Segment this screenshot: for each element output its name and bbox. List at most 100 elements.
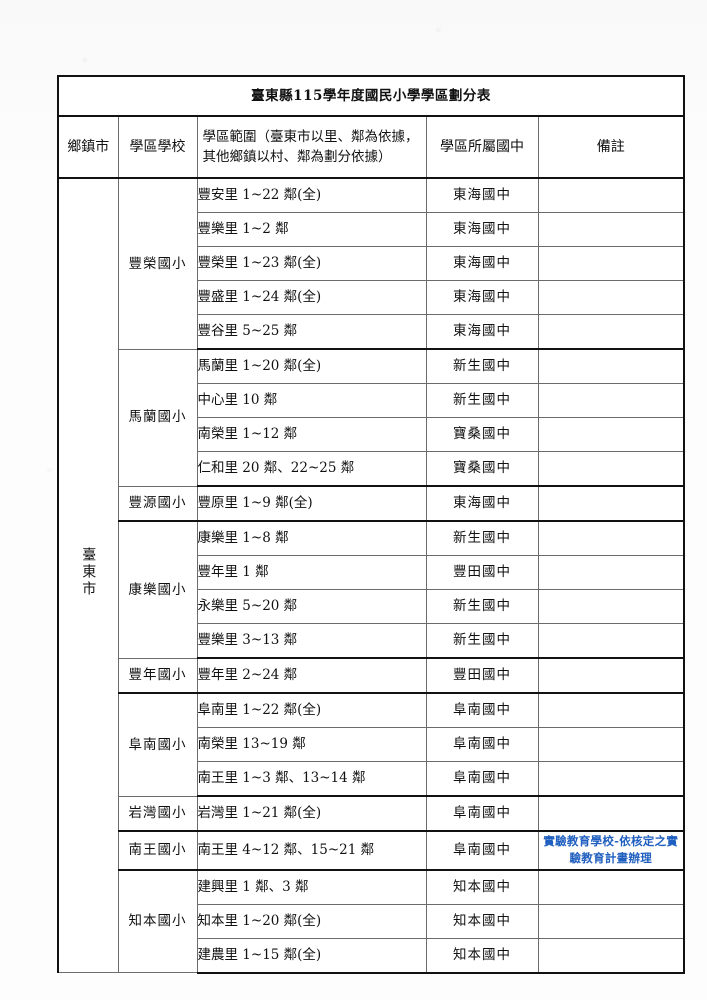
cell-scope: 阜南里 1~22 鄰(全) (196, 692, 427, 728)
cell-remark (537, 869, 686, 905)
cell-school: 豐榮國小 (117, 177, 198, 350)
cell-remark (537, 520, 686, 556)
school-district-table: 臺東縣115學年度國民小學學區劃分表 鄉鎮市 學區學校 學區範圍（臺東市以里、鄰為依據… (56, 75, 686, 974)
table-header-row: 鄉鎮市 學區學校 學區範圍（臺東市以里、鄰為依據， 其他鄉鎮以村、鄰為劃分依據） 學區所… (57, 115, 686, 179)
cell-scope: 豐盛里 1~24 鄰(全) (196, 280, 427, 315)
cell-junior-high: 知本國中 (425, 937, 539, 974)
cell-remark (537, 177, 686, 213)
table-row: 仁和里 20 鄰、22~25 鄰寶桑國中 (58, 451, 686, 487)
cell-scope: 豐年里 1 鄰 (196, 555, 427, 590)
table-row: 建農里 1~15 鄰(全) 知本國中 (58, 937, 686, 974)
cell-scope: 豐谷里 5~25 鄰 (196, 314, 427, 350)
table-row: 南榮里 1~12 鄰寶桑國中 (58, 417, 686, 452)
table-row: 豐年里 1 鄰豐田國中 (58, 555, 686, 590)
cell-junior-high: 東海國中 (425, 314, 539, 350)
cell-remark (537, 383, 686, 418)
cell-junior-high: 東海國中 (425, 246, 539, 281)
cell-town: 臺東市 (57, 177, 119, 973)
table-row: 阜南國小 阜南里 1~22 鄰(全) 阜南國中 (58, 692, 686, 797)
column-header-scope: 學區範圍（臺東市以里、鄰為依據， 其他鄉鎮以村、鄰為劃分依據） (196, 115, 427, 179)
cell-junior-high: 豐田國中 (425, 657, 539, 694)
table-row: 康樂國小 康樂里 1~8 鄰新生國中 (58, 520, 686, 659)
table-row: 豐樂里 1~2 鄰東海國中 (58, 212, 686, 247)
cell-junior-high: 東海國中 (425, 485, 539, 522)
column-header-scope-line2: 其他鄉鎮以村、鄰為劃分依據） (202, 149, 392, 165)
cell-junior-high: 寶桑國中 (425, 417, 539, 452)
table-row: 馬蘭國小 馬蘭里 1~20 鄰(全) 新生國中 (58, 348, 686, 487)
cell-remark (537, 485, 686, 522)
cell-scope: 康樂里 1~8 鄰 (196, 520, 427, 556)
cell-scope: 豐樂里 1~2 鄰 (196, 212, 427, 247)
cell-scope: 南榮里 13~19 鄰 (196, 727, 427, 762)
cell-remark (537, 795, 686, 832)
cell-scope: 仁和里 20 鄰、22~25 鄰 (196, 451, 427, 487)
cell-scope: 中心里 10 鄰 (196, 383, 427, 418)
cell-junior-high: 知本國中 (425, 903, 539, 939)
cell-scope: 豐榮里 1~23 鄰(全) (196, 246, 427, 281)
cell-remark (537, 692, 686, 728)
cell-school: 岩灣國小 (117, 795, 198, 832)
cell-scope: 豐原里 1~9 鄰(全) (196, 485, 427, 522)
cell-school: 康樂國小 (117, 520, 198, 659)
column-header-town: 鄉鎮市 (57, 115, 119, 179)
cell-remark (537, 212, 686, 247)
document-title: 臺東縣115學年度國民小學學區劃分表 (56, 75, 686, 117)
column-header-scope-line1: 學區範圍（臺東市以里、鄰為依據， (202, 128, 419, 145)
cell-remark (537, 727, 686, 762)
cell-junior-high: 新生國中 (425, 520, 539, 556)
cell-remark: 實驗教育學校-依核定之實驗教育計畫辦理 (537, 830, 686, 871)
cell-junior-high: 新生國中 (425, 383, 539, 418)
cell-junior-high: 知本國中 (425, 869, 539, 905)
cell-junior-high: 寶桑國中 (425, 451, 539, 487)
cell-scope: 豐安里 1~22 鄰(全) (196, 177, 427, 213)
cell-junior-high: 新生國中 (425, 623, 539, 659)
cell-junior-high: 阜南國中 (425, 692, 539, 728)
cell-remark (537, 451, 686, 487)
cell-remark (537, 589, 686, 624)
table-row: 岩灣國小 岩灣里 1~21 鄰(全) 阜南國中 (58, 795, 686, 832)
cell-scope: 建興里 1 鄰、3 鄰 (196, 869, 427, 905)
cell-remark (537, 555, 686, 590)
cell-remark (537, 314, 686, 350)
cell-scope: 岩灣里 1~21 鄰(全) (196, 795, 427, 832)
table-row: 中心里 10 鄰新生國中 (58, 383, 686, 418)
column-header-remark: 備註 (537, 115, 686, 179)
table-row: 豐樂里 3~13 鄰新生國中 (58, 623, 686, 659)
cell-remark (537, 246, 686, 281)
cell-junior-high: 新生國中 (425, 589, 539, 624)
cell-scope: 豐樂里 3~13 鄰 (196, 623, 427, 659)
table-title-row: 臺東縣115學年度國民小學學區劃分表 (56, 75, 686, 117)
cell-remark (537, 937, 686, 974)
cell-remark (537, 280, 686, 315)
cell-school: 豐源國小 (117, 485, 198, 522)
cell-junior-high: 新生國中 (425, 348, 539, 384)
table-row: 臺東市 豐榮國小 豐安里 1~22 鄰(全) 東海國中 (57, 177, 686, 973)
cell-school: 知本國小 (117, 869, 198, 973)
town-label-vertical: 臺東市 (80, 547, 97, 599)
cell-school: 豐年國小 (117, 657, 198, 694)
cell-scope: 南榮里 1~12 鄰 (196, 417, 427, 452)
table-row: 永樂里 5~20 鄰新生國中 (58, 589, 686, 624)
cell-school: 南王國小 (117, 830, 198, 871)
cell-remark (537, 903, 686, 939)
cell-scope: 南王里 1~3 鄰、13~14 鄰 (196, 761, 427, 797)
cell-scope: 知本里 1~20 鄰(全) (196, 903, 427, 939)
cell-scope: 南王里 4~12 鄰、15~21 鄰 (196, 830, 427, 871)
table-row: 南王國小 南王里 4~12 鄰、15~21 鄰阜南國中 實驗教育學校-依核定之實驗教… (58, 830, 686, 871)
column-header-school: 學區學校 (117, 115, 198, 179)
cell-junior-high: 東海國中 (425, 212, 539, 247)
cell-junior-high: 阜南國中 (425, 727, 539, 762)
cell-scope: 馬蘭里 1~20 鄰(全) (196, 348, 427, 384)
table-row: 南榮里 13~19 鄰阜南國中 (58, 727, 686, 762)
remark-note-experimental-education: 實驗教育學校-依核定之實驗教育計畫辦理 (543, 834, 679, 866)
table-row: 豐年國小 豐年里 2~24 鄰豐田國中 (58, 657, 686, 694)
table-row: 知本里 1~20 鄰(全) 知本國中 (58, 903, 686, 939)
cell-junior-high: 阜南國中 (425, 761, 539, 797)
cell-junior-high: 阜南國中 (425, 830, 539, 871)
cell-scope: 建農里 1~15 鄰(全) (196, 937, 427, 974)
cell-junior-high: 東海國中 (425, 280, 539, 315)
table-row: 豐谷里 5~25 鄰東海國中 (58, 314, 686, 350)
table-row: 知本國小 建興里 1 鄰、3 鄰知本國中 (58, 869, 686, 973)
cell-remark (537, 348, 686, 384)
column-header-junior-high: 學區所屬國中 (425, 115, 539, 179)
